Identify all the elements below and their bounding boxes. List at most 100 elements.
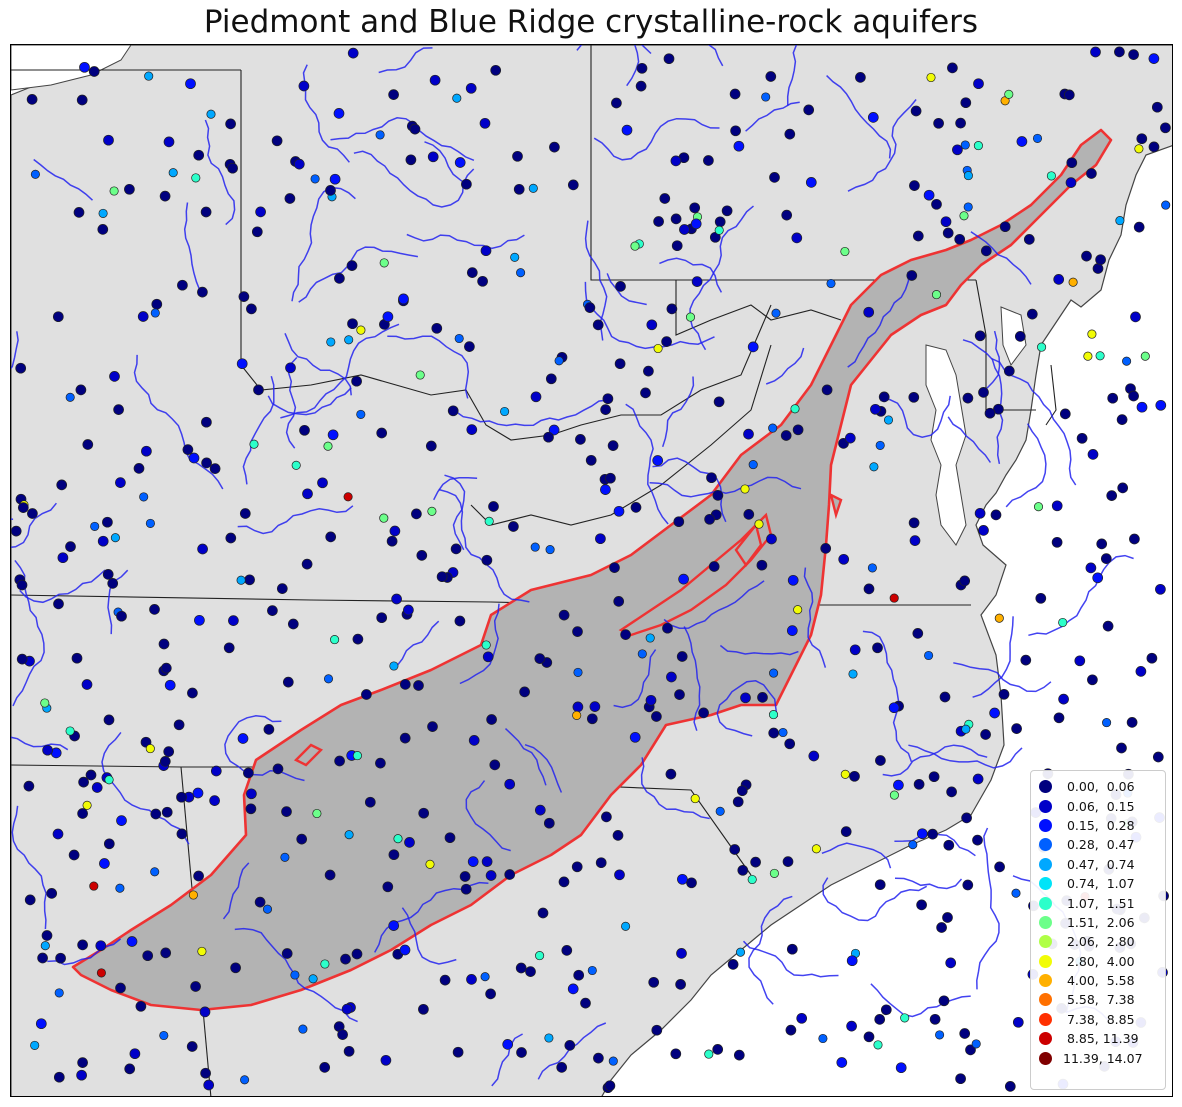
observation-point — [142, 950, 154, 962]
observation-point — [595, 857, 607, 869]
observation-point — [715, 806, 725, 816]
observation-point — [109, 371, 120, 382]
aquifer-inner-polygon — [829, 492, 843, 520]
observation-point — [543, 431, 554, 443]
observation-point — [637, 649, 647, 659]
observation-point — [661, 336, 672, 347]
observation-point — [187, 687, 198, 699]
observation-point — [999, 221, 1011, 233]
observation-point — [238, 291, 250, 302]
observation-point — [936, 922, 947, 933]
river — [606, 273, 647, 306]
observation-point — [963, 202, 973, 212]
observation-point — [895, 1062, 907, 1074]
observation-point — [671, 240, 683, 252]
river — [491, 1033, 523, 1087]
observation-point — [228, 615, 239, 626]
observation-point — [104, 775, 114, 785]
observation-point — [201, 457, 212, 469]
observation-point — [781, 209, 793, 221]
observation-point — [528, 183, 538, 193]
observation-point — [778, 727, 788, 738]
observation-point — [880, 1004, 892, 1016]
observation-point — [481, 856, 493, 867]
map-canvas[interactable] — [11, 45, 1173, 1097]
observation-point — [1012, 1016, 1024, 1028]
observation-point — [1160, 122, 1171, 134]
observation-point — [347, 47, 359, 59]
observation-point — [281, 806, 292, 817]
observation-point — [1102, 718, 1112, 728]
observation-point — [240, 1075, 250, 1085]
river — [748, 895, 793, 1005]
observation-point — [1128, 390, 1139, 402]
observation-point — [703, 155, 714, 166]
observation-point — [1081, 250, 1092, 262]
observation-point — [556, 1062, 568, 1073]
river — [649, 476, 802, 498]
map-frame[interactable] — [10, 44, 1173, 1097]
observation-point — [35, 1018, 47, 1030]
observation-point — [840, 826, 852, 837]
observation-point — [346, 260, 358, 271]
river — [33, 158, 94, 201]
observation-point — [56, 479, 68, 491]
observation-point — [1065, 177, 1077, 188]
observation-point — [1152, 751, 1164, 763]
observation-point — [97, 224, 109, 235]
observation-point — [1095, 254, 1106, 266]
observation-point — [743, 509, 755, 520]
river — [980, 330, 1001, 397]
observation-point — [674, 689, 685, 700]
river — [424, 141, 468, 186]
observation-point — [971, 1039, 981, 1049]
observation-point — [691, 276, 703, 287]
observation-point — [481, 640, 491, 650]
observation-point — [239, 508, 251, 519]
river — [719, 644, 799, 656]
observation-point — [1102, 620, 1114, 632]
observation-point — [280, 852, 290, 862]
observation-point — [197, 946, 207, 956]
observation-point — [333, 108, 345, 119]
observation-point — [1051, 536, 1063, 548]
observation-point — [673, 516, 685, 528]
observation-point — [236, 358, 248, 370]
observation-point — [608, 1056, 618, 1066]
observation-point — [972, 834, 983, 846]
river — [826, 75, 892, 159]
observation-point — [376, 612, 388, 624]
observation-point — [467, 856, 479, 867]
observation-point — [733, 1049, 745, 1061]
observation-point — [748, 460, 758, 470]
observation-point — [102, 569, 114, 580]
observation-point — [873, 1040, 883, 1050]
observation-point — [754, 519, 764, 529]
observation-point — [990, 509, 1002, 521]
observation-point — [190, 981, 201, 992]
observation-point — [135, 1000, 147, 1012]
observation-point — [88, 66, 100, 77]
observation-point — [203, 1079, 215, 1091]
observation-point — [452, 1046, 464, 1058]
river — [330, 117, 475, 161]
observation-point — [323, 441, 333, 451]
river — [455, 399, 608, 427]
observation-point — [103, 838, 115, 850]
observation-point — [23, 780, 35, 792]
observation-point — [356, 325, 366, 335]
observation-point — [173, 719, 185, 731]
observation-point — [329, 173, 341, 185]
observation-point — [821, 384, 833, 396]
river — [11, 736, 69, 751]
observation-point — [375, 757, 386, 769]
observation-point — [704, 1049, 714, 1059]
observation-point — [477, 275, 488, 287]
observation-point — [285, 362, 296, 374]
legend-label: 0.74, 1.07 — [1063, 876, 1135, 892]
observation-point — [163, 136, 175, 148]
observation-point — [572, 626, 583, 637]
observation-point — [573, 969, 585, 981]
observation-point — [678, 573, 689, 585]
observation-point — [980, 729, 991, 740]
